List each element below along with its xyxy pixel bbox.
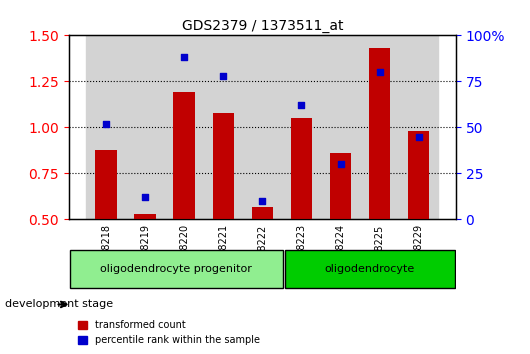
Text: oligodendrocyte progenitor: oligodendrocyte progenitor	[100, 264, 252, 274]
Point	[258, 198, 267, 204]
Text: oligodendrocyte: oligodendrocyte	[325, 264, 415, 274]
Bar	[252, 207, 273, 219]
Bar	[282, 35, 321, 219]
Title: GDS2379 / 1373511_at: GDS2379 / 1373511_at	[182, 19, 343, 33]
Legend: transformed count, percentile rank within the sample: transformed count, percentile rank withi…	[74, 316, 264, 349]
Bar	[204, 35, 243, 219]
FancyBboxPatch shape	[285, 250, 455, 288]
Bar	[95, 149, 117, 219]
Bar	[173, 92, 195, 219]
FancyBboxPatch shape	[70, 250, 283, 288]
Bar	[290, 118, 312, 219]
Bar	[213, 113, 234, 219]
Bar	[408, 131, 429, 219]
Point	[336, 161, 344, 167]
Bar	[86, 35, 126, 219]
Bar	[135, 214, 156, 219]
Bar	[243, 35, 282, 219]
Bar	[165, 35, 204, 219]
Point	[375, 69, 384, 75]
Bar	[321, 35, 360, 219]
Bar	[360, 35, 399, 219]
Text: development stage: development stage	[5, 299, 113, 309]
Point	[102, 121, 110, 127]
Point	[180, 55, 189, 60]
Point	[414, 134, 423, 139]
Bar	[330, 153, 351, 219]
Point	[141, 195, 149, 200]
Bar	[369, 48, 390, 219]
Bar	[126, 35, 165, 219]
Point	[219, 73, 227, 79]
Point	[297, 103, 306, 108]
Bar	[399, 35, 438, 219]
